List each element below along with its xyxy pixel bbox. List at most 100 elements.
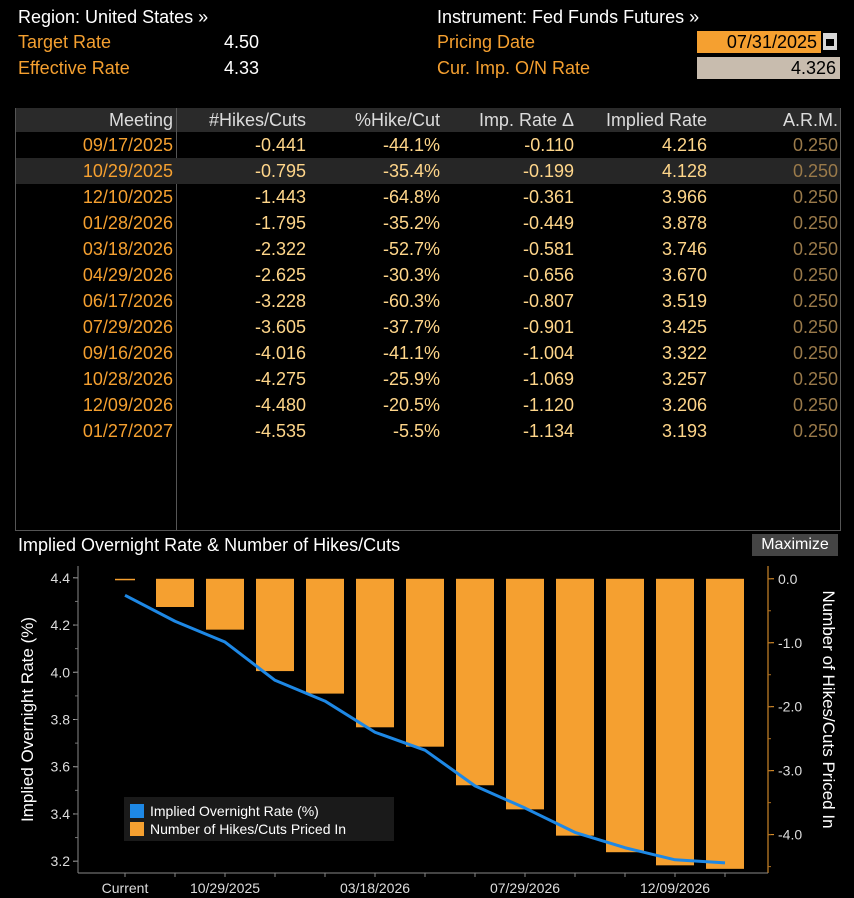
table-cell: -37.7% bbox=[382, 317, 440, 337]
table-cell: -1.795 bbox=[254, 213, 306, 233]
table-cell: 10/28/2026 bbox=[82, 369, 173, 389]
table-cell: 0.250 bbox=[792, 239, 838, 259]
table-row[interactable]: 10/28/2026 -4.275 -25.9% -1.069 3.257 0.250 bbox=[16, 366, 840, 392]
right-tick-label: -2.0 bbox=[778, 699, 802, 715]
table-cell: -20.5% bbox=[382, 395, 440, 415]
table-cell: 0.250 bbox=[792, 395, 838, 415]
instrument-selector[interactable]: Instrument: Fed Funds Futures » bbox=[437, 7, 700, 27]
table-row[interactable]: 12/09/2026 -4.480 -20.5% -1.120 3.206 0.250 bbox=[16, 392, 840, 418]
table-cell: 3.425 bbox=[661, 317, 707, 337]
pricing-date-field[interactable]: 07/31/2025 bbox=[697, 31, 821, 53]
table-row[interactable]: 07/29/2026 -3.605 -37.7% -0.901 3.425 0.250 bbox=[16, 314, 840, 340]
left-tick-label: 4.0 bbox=[51, 664, 71, 680]
table-cell: -4.016 bbox=[254, 343, 306, 363]
table-cell: 3.746 bbox=[661, 239, 707, 259]
table-cell: -52.7% bbox=[382, 239, 440, 259]
table-cell: 10/29/2025 bbox=[82, 161, 173, 181]
table-cell: -0.199 bbox=[522, 161, 574, 181]
legend-box bbox=[124, 797, 394, 841]
table-cell: -30.3% bbox=[382, 265, 440, 285]
col-hikes-cuts[interactable]: #Hikes/Cuts bbox=[208, 110, 306, 130]
table-cell: -35.2% bbox=[382, 213, 440, 233]
meetings-table: Meeting #Hikes/Cuts %Hike/Cut Imp. Rate … bbox=[15, 108, 841, 531]
right-tick-label: -3.0 bbox=[778, 763, 802, 779]
target-rate-value: 4.50 bbox=[224, 32, 260, 52]
table-row[interactable]: 04/29/2026 -2.625 -30.3% -0.656 3.670 0.250 bbox=[16, 262, 840, 288]
left-tick-label: 4.4 bbox=[51, 570, 71, 586]
table-cell: -3.605 bbox=[254, 317, 306, 337]
table-row[interactable]: 12/10/2025 -1.443 -64.8% -0.361 3.966 0.250 bbox=[16, 184, 840, 210]
table-row[interactable]: 09/17/2025 -0.441 -44.1% -0.110 4.216 0.250 bbox=[16, 132, 840, 158]
table-cell: 01/28/2026 bbox=[82, 213, 173, 233]
table-cell: 3.322 bbox=[661, 343, 707, 363]
table-cell: 06/17/2026 bbox=[82, 291, 173, 311]
table-row[interactable]: 10/29/2025 -0.795 -35.4% -0.199 4.128 0.250 bbox=[16, 158, 840, 184]
table-cell: 0.250 bbox=[792, 343, 838, 363]
table-cell: 0.250 bbox=[792, 291, 838, 311]
table-cell: 04/29/2026 bbox=[82, 265, 173, 285]
bar bbox=[206, 578, 244, 630]
maximize-button[interactable]: Maximize bbox=[752, 534, 838, 556]
pricing-date-label: Pricing Date bbox=[437, 32, 536, 52]
table-cell: -35.4% bbox=[382, 161, 440, 181]
table-cell: -4.275 bbox=[254, 369, 306, 389]
table-cell: 0.250 bbox=[792, 421, 838, 441]
table-cell: -0.361 bbox=[522, 187, 574, 207]
table-cell: -64.8% bbox=[382, 187, 440, 207]
table-cell: 01/27/2027 bbox=[82, 421, 173, 441]
col-arm[interactable]: A.R.M. bbox=[782, 110, 838, 130]
table-cell: -5.5% bbox=[392, 421, 440, 441]
effective-rate-label: Effective Rate bbox=[18, 58, 130, 78]
col-pct-hike-cut[interactable]: %Hike/Cut bbox=[354, 110, 440, 130]
table-cell: -2.322 bbox=[254, 239, 306, 259]
table-cell: -1.443 bbox=[254, 187, 306, 207]
target-rate-label: Target Rate bbox=[18, 32, 112, 52]
left-tick-label: 3.6 bbox=[51, 759, 71, 775]
table-row[interactable]: 03/18/2026 -2.322 -52.7% -0.581 3.746 0.250 bbox=[16, 236, 840, 262]
bar bbox=[406, 578, 444, 747]
table-cell: 12/09/2026 bbox=[82, 395, 173, 415]
calendar-icon[interactable] bbox=[823, 33, 837, 50]
left-tick-label: 3.8 bbox=[51, 712, 71, 728]
table-cell: -44.1% bbox=[382, 135, 440, 155]
table-row[interactable]: 09/16/2026 -4.016 -41.1% -1.004 3.322 0.250 bbox=[16, 340, 840, 366]
table-row[interactable]: 01/28/2026 -1.795 -35.2% -0.449 3.878 0.250 bbox=[16, 210, 840, 236]
bar bbox=[456, 578, 494, 786]
table-cell: -1.120 bbox=[522, 395, 574, 415]
legend-label-bar: Number of Hikes/Cuts Priced In bbox=[150, 821, 346, 837]
bar bbox=[506, 578, 544, 810]
table-cell: 0.250 bbox=[792, 265, 838, 285]
table-cell: 4.216 bbox=[661, 135, 707, 155]
on-rate-label: Cur. Imp. O/N Rate bbox=[437, 58, 591, 78]
table-cell: 3.206 bbox=[661, 395, 707, 415]
col-implied-rate[interactable]: Implied Rate bbox=[605, 110, 707, 130]
bar bbox=[156, 578, 194, 607]
table-cell: -0.901 bbox=[522, 317, 574, 337]
table-cell: -0.581 bbox=[522, 239, 574, 259]
column-divider bbox=[176, 108, 177, 530]
table-cell: 3.193 bbox=[661, 421, 707, 441]
on-rate-field: 4.326 bbox=[697, 57, 840, 79]
table-row[interactable]: 01/27/2027 -4.535 -5.5% -1.134 3.193 0.250 bbox=[16, 418, 840, 444]
bar bbox=[256, 578, 294, 672]
table-cell: -0.110 bbox=[524, 135, 574, 155]
legend-swatch-line bbox=[130, 804, 144, 818]
right-axis-title: Number of Hikes/Cuts Priced In bbox=[819, 590, 838, 828]
bar bbox=[656, 578, 694, 866]
chart-title: Implied Overnight Rate & Number of Hikes… bbox=[18, 535, 401, 555]
table-row[interactable]: 06/17/2026 -3.228 -60.3% -0.807 3.519 0.250 bbox=[16, 288, 840, 314]
col-imp-rate-delta[interactable]: Imp. Rate Δ bbox=[478, 110, 574, 130]
x-tick-label: 12/09/2026 bbox=[640, 880, 710, 896]
table-cell: 0.250 bbox=[792, 369, 838, 389]
table-cell: 0.250 bbox=[792, 187, 838, 207]
table-cell: -25.9% bbox=[382, 369, 440, 389]
table-cell: -0.441 bbox=[254, 135, 306, 155]
right-tick-label: 0.0 bbox=[778, 571, 798, 587]
table-cell: -2.625 bbox=[254, 265, 306, 285]
table-cell: 03/18/2026 bbox=[82, 239, 173, 259]
table-cell: -0.656 bbox=[522, 265, 574, 285]
table-cell: 3.257 bbox=[661, 369, 707, 389]
col-meeting[interactable]: Meeting bbox=[108, 110, 173, 130]
region-selector[interactable]: Region: United States » bbox=[18, 7, 209, 27]
table-cell: 07/29/2026 bbox=[82, 317, 173, 337]
